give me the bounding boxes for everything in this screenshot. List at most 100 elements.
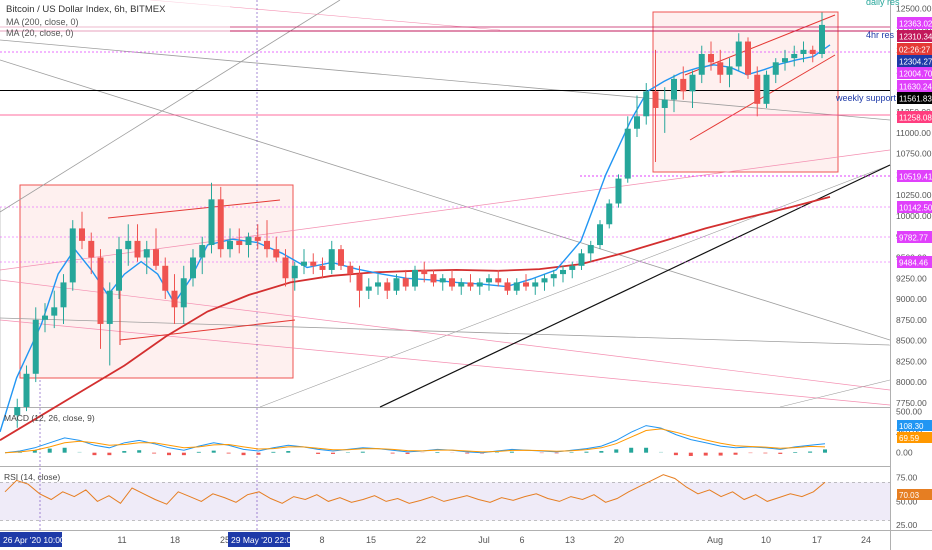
candle xyxy=(726,66,733,75)
candle xyxy=(772,62,779,75)
macd-histogram-bar xyxy=(286,451,291,453)
candle xyxy=(735,41,742,67)
channel-bottom xyxy=(689,54,836,141)
time-tick-label: 24 xyxy=(861,535,871,545)
candle xyxy=(745,41,751,75)
price-tick-label: 8750.00 xyxy=(896,315,927,325)
candle xyxy=(375,282,381,287)
rsi-line xyxy=(4,474,826,505)
time-tick-label: 17 xyxy=(812,535,822,545)
macd-histogram-bar xyxy=(92,452,97,456)
candle xyxy=(597,224,603,246)
price-tag xyxy=(897,55,932,67)
macd-histogram-bar xyxy=(614,449,619,453)
time-highlight-tag xyxy=(228,532,290,547)
trendline-pink xyxy=(0,279,891,391)
candle xyxy=(486,278,492,283)
candle xyxy=(227,240,233,250)
candle xyxy=(97,257,104,324)
candle xyxy=(643,91,650,117)
time-highlight-label: 26 Apr '20 10:00 xyxy=(3,535,65,545)
rsi-tick-label: 25.00 xyxy=(896,520,918,530)
rsi-tick-label: 50.00 xyxy=(896,496,918,506)
price-tag-label: 12363.02 xyxy=(899,20,932,29)
trendline-grey xyxy=(0,317,891,346)
candle xyxy=(106,290,113,324)
time-tick-label: Jul xyxy=(478,535,490,545)
candle xyxy=(652,91,659,108)
price-tick-label: 7750.00 xyxy=(896,398,927,408)
macd-histogram-bar xyxy=(181,452,186,456)
candle xyxy=(717,62,724,75)
trendline-black xyxy=(379,164,891,408)
candle xyxy=(449,278,455,287)
price-tag-label: 02:26:27 xyxy=(899,46,931,55)
macd-signal-tag xyxy=(897,432,932,443)
macd-histogram-bar xyxy=(554,452,559,454)
macd-histogram-bar xyxy=(152,452,157,454)
price-tag xyxy=(897,201,932,213)
candle xyxy=(134,240,141,258)
rsi-tick-label: 75.00 xyxy=(896,473,918,483)
candle xyxy=(347,265,354,275)
candle xyxy=(763,74,770,104)
candle xyxy=(402,278,409,287)
candle xyxy=(23,373,30,407)
macd-histogram-bar xyxy=(718,452,723,456)
rsi-legend: RSI (14, close) xyxy=(4,472,60,482)
candle xyxy=(301,261,307,266)
macd-tick-label: 0.00 xyxy=(896,448,913,458)
candle xyxy=(69,228,76,283)
price-tag-label: 9782.77 xyxy=(899,234,928,243)
candle xyxy=(356,274,363,291)
candle xyxy=(60,282,67,308)
macd-histogram-bar xyxy=(122,451,127,453)
time-tick-label: 10 xyxy=(761,535,771,545)
price-tick-label: 9250.00 xyxy=(896,273,927,283)
time-tick-label: 18 xyxy=(170,535,180,545)
price-tag-label: 9484.46 xyxy=(899,259,928,268)
time-tick-label: 6 xyxy=(519,535,524,545)
candle xyxy=(217,199,224,250)
macd-histogram-bar xyxy=(733,452,738,455)
macd-histogram-bar xyxy=(316,452,321,454)
price-tag-label: 12304.27 xyxy=(899,58,932,67)
candle xyxy=(615,178,622,204)
ma200-legend: MA (200, close, 0) xyxy=(6,17,79,27)
candle xyxy=(782,58,788,63)
candle xyxy=(162,265,169,291)
price-tick-label: 8250.00 xyxy=(896,356,927,366)
trendline-grey xyxy=(779,379,891,408)
macd-histogram-bar xyxy=(196,451,201,453)
triangle-top xyxy=(107,199,281,219)
macd-histogram-bar xyxy=(32,450,37,453)
macd-histogram-bar xyxy=(659,451,663,453)
price-tag-label: 12310.34 xyxy=(899,33,932,42)
candle xyxy=(319,265,326,270)
price-tag-label: 10142.50 xyxy=(899,204,932,213)
candle xyxy=(153,249,159,266)
candle xyxy=(550,274,557,279)
candle xyxy=(624,128,631,179)
analysis-box-left xyxy=(19,184,294,379)
candle xyxy=(88,240,95,258)
trendline-grey xyxy=(0,39,891,121)
candle xyxy=(476,282,483,287)
macd-signal-label: 69.59 xyxy=(899,434,920,443)
price-tick-label: 9000.00 xyxy=(896,294,927,304)
candle xyxy=(236,240,243,246)
annotation-4hr-res: 4hr res xyxy=(866,30,895,40)
price-tick-label: 8500.00 xyxy=(896,336,927,346)
time-tick-label: Aug xyxy=(707,535,723,545)
candle xyxy=(634,116,640,129)
rsi-value-tag xyxy=(897,489,932,500)
candle xyxy=(680,78,687,92)
macd-histogram-bar xyxy=(137,450,142,453)
candle xyxy=(708,53,714,63)
price-tag xyxy=(897,256,932,268)
macd-histogram-bar xyxy=(390,452,395,454)
macd-tick-label: 500.00 xyxy=(896,407,922,417)
macd-histogram-bar xyxy=(211,450,216,453)
macd-value-tag xyxy=(897,420,932,431)
